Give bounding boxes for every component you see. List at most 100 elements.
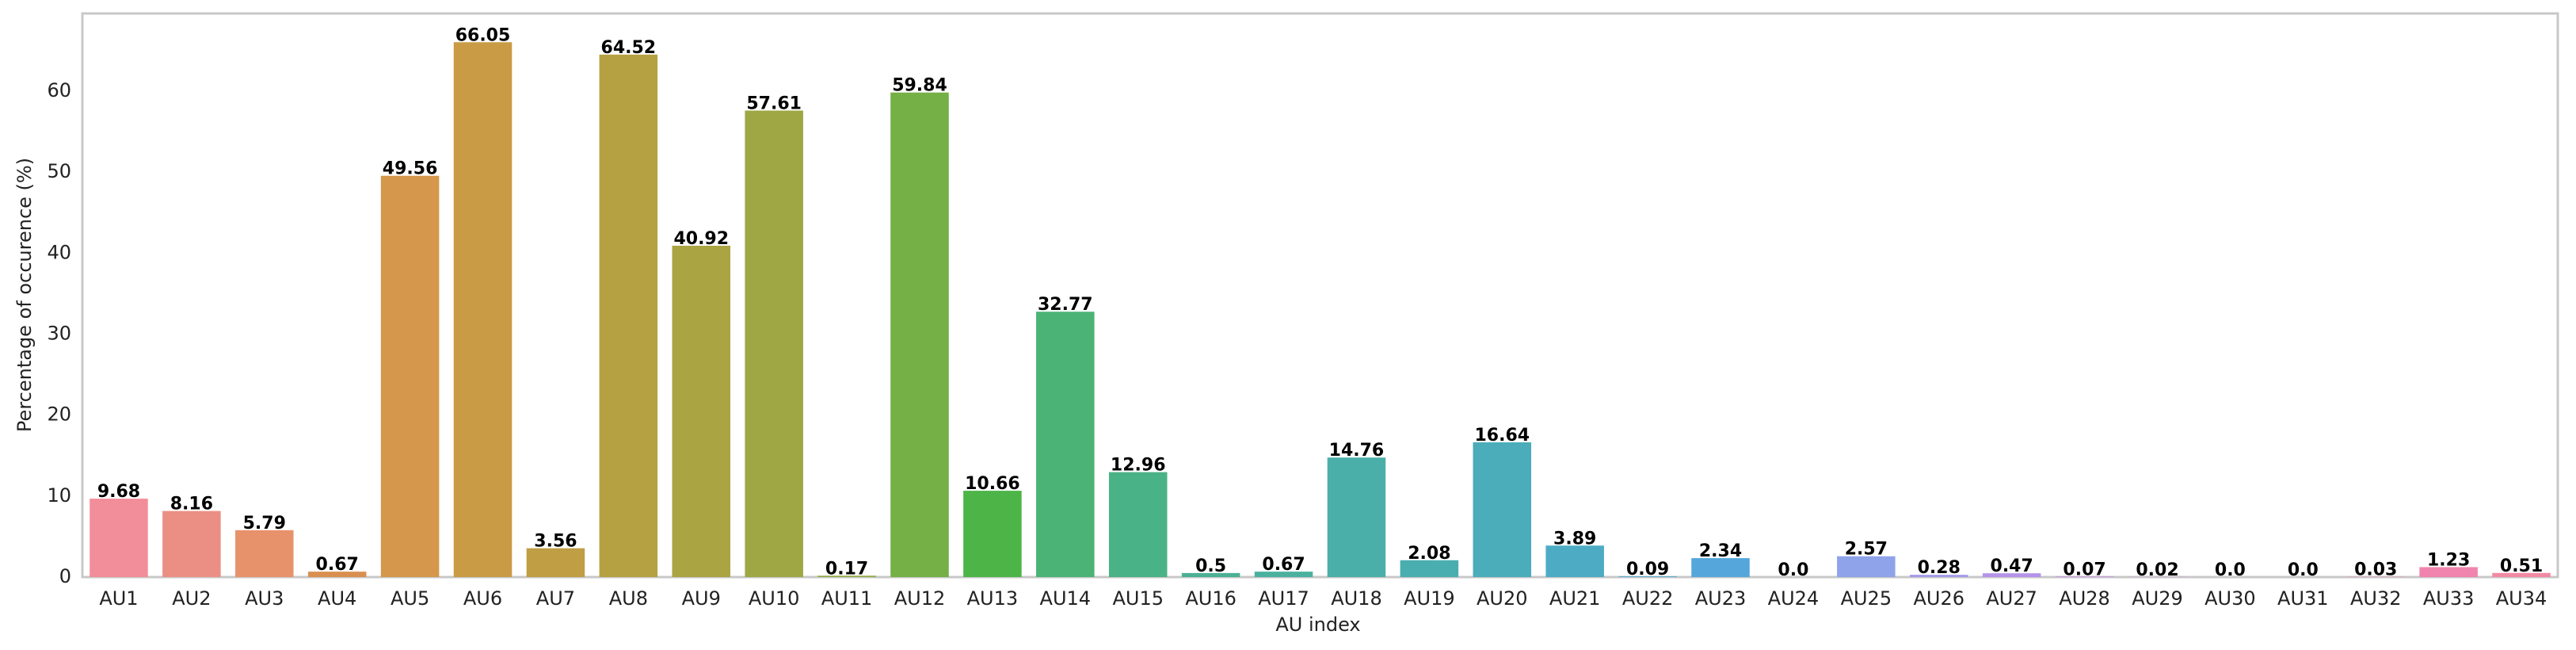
x-tick-label: AU4 — [318, 587, 356, 610]
x-tick-label: AU5 — [391, 587, 429, 610]
x-tick-label: AU22 — [1622, 587, 1674, 610]
bar — [1618, 576, 1677, 577]
x-tick-label: AU34 — [2496, 587, 2547, 610]
x-tick-label: AU1 — [99, 587, 138, 610]
x-tick-label: AU7 — [536, 587, 575, 610]
value-label: 16.64 — [1474, 426, 1530, 445]
value-label: 66.05 — [455, 25, 511, 45]
x-tick-label: AU3 — [245, 587, 284, 610]
bar — [453, 42, 513, 578]
value-label: 0.0 — [2288, 560, 2319, 580]
value-label: 0.09 — [1626, 560, 1669, 579]
bar — [1181, 572, 1240, 577]
x-tick-label: AU20 — [1477, 587, 1528, 610]
bar — [2492, 572, 2551, 577]
x-tick-label: AU18 — [1331, 587, 1382, 610]
x-tick-label: AU14 — [1040, 587, 1092, 610]
value-label: 0.0 — [2215, 560, 2246, 580]
y-tick-label: 20 — [47, 403, 71, 426]
value-label: 2.34 — [1699, 541, 1742, 561]
value-label: 12.96 — [1111, 456, 1166, 476]
x-tick-label: AU30 — [2204, 587, 2256, 610]
value-label: 0.47 — [1991, 556, 2033, 576]
value-label: 57.61 — [746, 94, 802, 113]
bar — [1473, 442, 1532, 577]
x-tick-label: AU6 — [463, 587, 502, 610]
bar — [2419, 567, 2478, 577]
y-tick-label: 40 — [47, 241, 71, 263]
x-tick-label: AU23 — [1695, 587, 1747, 610]
x-tick-label: AU27 — [1986, 587, 2037, 610]
bar — [672, 245, 731, 577]
value-label: 14.76 — [1329, 441, 1385, 461]
value-label: 40.92 — [673, 229, 729, 249]
value-label: 9.68 — [97, 482, 140, 502]
x-tick-label: AU32 — [2350, 587, 2402, 610]
value-label: 5.79 — [243, 514, 286, 533]
x-tick-label: AU17 — [1258, 587, 1309, 610]
bar — [2055, 576, 2114, 577]
value-label: 2.08 — [1408, 544, 1450, 564]
x-tick-label: AU15 — [1112, 587, 1164, 610]
bar — [963, 491, 1022, 577]
plot-frame — [81, 12, 2559, 579]
value-label: 0.51 — [2500, 556, 2543, 576]
x-axis-title: AU index — [1275, 614, 1360, 636]
x-tick-label: AU19 — [1404, 587, 1455, 610]
value-label: 3.89 — [1553, 529, 1596, 549]
bar — [1254, 572, 1313, 577]
x-tick-label: AU8 — [609, 587, 648, 610]
y-tick-label: 60 — [47, 79, 71, 101]
bar — [1327, 457, 1386, 577]
value-label: 8.16 — [170, 495, 213, 514]
x-tick-label: AU9 — [682, 587, 721, 610]
bar — [235, 530, 294, 577]
value-label: 0.0 — [1778, 560, 1808, 580]
y-axis-title: Percentage of occurence (%) — [13, 158, 36, 432]
value-label: 0.07 — [2063, 560, 2105, 579]
value-label: 10.66 — [965, 474, 1020, 494]
x-tick-label: AU12 — [894, 587, 946, 610]
bar — [1108, 472, 1168, 577]
x-tick-label: AU24 — [1768, 587, 1820, 610]
x-tick-label: AU33 — [2423, 587, 2475, 610]
value-label: 2.57 — [1845, 540, 1888, 560]
y-tick-label: 10 — [47, 484, 71, 507]
bar — [162, 510, 221, 577]
bar — [90, 499, 148, 577]
value-label: 3.56 — [534, 532, 577, 552]
bar — [890, 92, 949, 578]
bar — [1400, 560, 1459, 577]
value-label: 1.23 — [2427, 550, 2470, 570]
bar — [1837, 556, 1896, 577]
bar — [745, 110, 803, 577]
x-tick-label: AU31 — [2277, 587, 2329, 610]
x-tick-label: AU21 — [1549, 587, 1601, 610]
bar — [526, 548, 585, 577]
value-label: 59.84 — [892, 76, 947, 96]
value-label: 0.02 — [2136, 560, 2178, 580]
value-label: 0.17 — [825, 559, 868, 579]
value-label: 0.28 — [1918, 558, 1961, 578]
x-tick-label: AU28 — [2059, 587, 2110, 610]
value-label: 0.03 — [2354, 560, 2397, 580]
bar — [817, 575, 876, 577]
value-label: 0.5 — [1195, 556, 1226, 576]
value-label: 32.77 — [1038, 295, 1093, 315]
y-tick-label: 0 — [59, 565, 71, 587]
x-tick-label: AU25 — [1841, 587, 1892, 610]
x-tick-label: AU26 — [1913, 587, 1964, 610]
x-tick-label: AU10 — [749, 587, 800, 610]
value-label: 49.56 — [383, 159, 438, 179]
x-tick-label: AU2 — [172, 587, 211, 610]
x-tick-label: AU16 — [1185, 587, 1237, 610]
bar — [1036, 312, 1095, 577]
value-label: 0.67 — [1262, 555, 1305, 575]
bar — [1909, 575, 1968, 577]
x-tick-label: AU29 — [2132, 587, 2183, 610]
x-tick-label: AU13 — [967, 587, 1019, 610]
bar — [1545, 545, 1604, 577]
y-tick-label: 30 — [47, 323, 71, 345]
value-label: 64.52 — [601, 38, 657, 58]
